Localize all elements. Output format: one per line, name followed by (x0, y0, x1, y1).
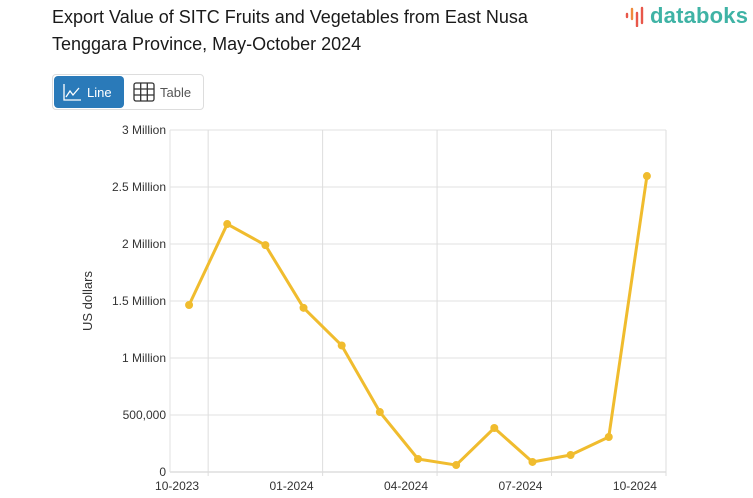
data-point-07-2024 (528, 457, 537, 466)
x-tick-label: 04-2024 (384, 479, 428, 493)
data-point-08-2024 (566, 451, 575, 460)
databoks-logo: databoks (625, 3, 748, 29)
y-axis-label: US dollars (80, 271, 95, 331)
data-point-05-2024 (452, 461, 461, 470)
data-point-06-2024 (490, 423, 499, 432)
view-toggle: Line Table (52, 74, 204, 110)
table-grid-icon (133, 82, 155, 102)
logo-bars-icon (625, 6, 644, 27)
data-point-10-2023 (185, 300, 194, 309)
chart-title: Export Value of SITC Fruits and Vegetabl… (52, 7, 528, 54)
line-chart-icon (63, 84, 81, 101)
x-tick-label: 10-2023 (155, 479, 199, 493)
y-tick-label: 3 Million (122, 123, 166, 137)
line-view-button[interactable]: Line (54, 76, 124, 108)
x-tick-label: 10-2024 (613, 479, 657, 493)
table-view-button[interactable]: Table (125, 75, 199, 109)
data-point-11-2023 (223, 220, 232, 229)
data-point-09-2024 (604, 433, 613, 442)
y-tick-label: 1 Million (122, 351, 166, 365)
data-point-03-2024 (375, 408, 384, 417)
y-tick-label: 500,000 (123, 408, 167, 422)
x-tick-label: 07-2024 (498, 479, 542, 493)
data-point-12-2023 (261, 241, 270, 250)
data-point-04-2024 (414, 455, 422, 464)
data-point-01-2024 (299, 303, 308, 312)
line-label: Line (87, 84, 112, 100)
y-tick-label: 1.5 Million (112, 294, 166, 308)
x-tick-label: 01-2024 (270, 479, 314, 493)
y-tick-label: 2 Million (122, 237, 166, 251)
table-label: Table (160, 84, 192, 100)
y-tick-label: 2.5 Million (112, 180, 166, 194)
logo-text: databoks (650, 3, 749, 28)
data-point-02-2024 (337, 341, 346, 350)
series-line (187, 175, 649, 467)
data-point-10-2024 (642, 172, 651, 181)
y-tick-label: 0 (159, 465, 166, 479)
